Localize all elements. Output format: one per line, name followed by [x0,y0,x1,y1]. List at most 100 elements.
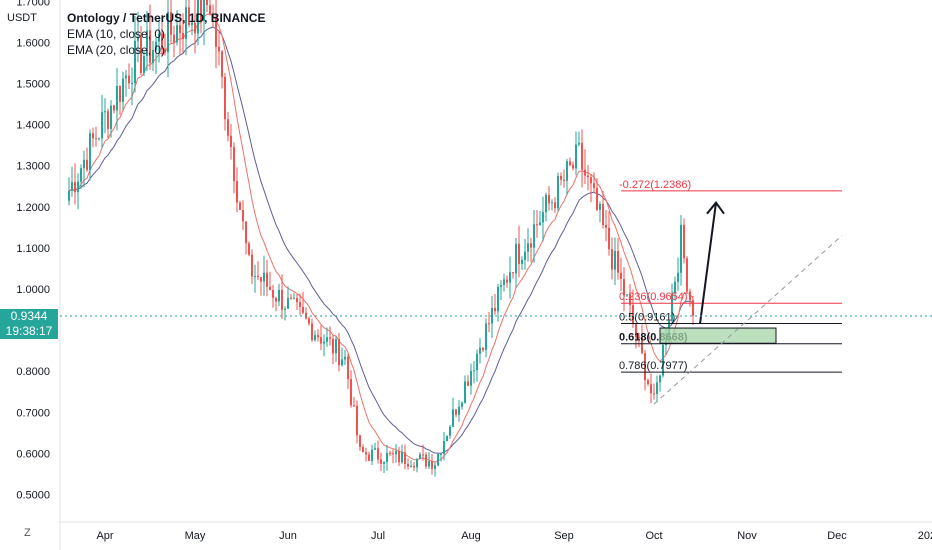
candle-body [257,275,259,278]
candle-body [587,175,589,178]
candle-body [467,381,469,386]
legend-ema-20[interactable]: EMA (20, close, 0) [67,43,166,57]
candle-body [380,459,382,464]
candle-body [167,11,169,53]
candle-body [527,243,529,252]
candle-body [506,279,508,283]
candle-body [272,289,274,298]
candle-body [158,33,160,42]
candle-body [353,405,355,407]
candle-body [503,279,505,286]
candle-body [320,337,322,344]
candle-body [149,30,151,63]
candle-body [242,209,244,222]
candle-body [119,85,121,102]
candle-body [548,194,550,204]
candle-body [227,119,229,136]
candle-body [608,227,610,250]
candle-body [125,75,127,79]
candle-body [641,337,643,354]
candle-body [458,406,460,415]
candle-body [398,451,400,463]
candle-body [638,337,640,339]
x-tick-label: Apr [96,530,113,542]
candle-body [470,370,472,386]
candle-body [602,203,604,225]
candle-body [680,224,682,273]
candle-body [308,318,310,324]
candle-body [221,51,223,77]
scale-button[interactable]: Z [24,527,31,539]
candle-body [551,202,553,204]
candle-body [188,7,190,25]
candle-body [437,454,439,466]
candle-body [593,183,595,188]
candle-body [137,37,139,41]
candle-body [206,0,208,6]
candle-body [575,144,577,169]
candle-body [554,202,556,209]
candle-body [134,40,136,84]
candle-body [212,14,214,17]
candle-body [533,224,535,248]
legend-ema-10[interactable]: EMA (10, close, 0) [67,27,166,41]
candle-body [92,133,94,139]
candle-body [530,243,532,248]
candle-body [131,83,133,85]
candle-body [617,250,619,273]
candle-body [239,202,241,210]
fib-level-label: 0.786(0.7977) [619,360,688,372]
candle-body [287,297,289,309]
candle-body [152,50,154,63]
candle-body [542,212,544,223]
candle-body [365,452,367,455]
candle-body [359,435,361,447]
candle-body [98,138,100,140]
candle-body [89,133,91,171]
candle-body [74,182,76,193]
candle-body [284,308,286,310]
legend-symbol[interactable]: Ontology / TetherUS, 1D, BINANCE [67,11,266,25]
candle-body [179,25,181,34]
candle-body [269,286,271,290]
candle-body [449,426,451,436]
candle-body [347,356,349,380]
candle-body [416,459,418,468]
candle-body [218,46,220,52]
current-price-tag: 0.9344 19:38:17 [0,308,58,339]
candle-body [377,448,379,460]
candle-body [368,454,370,461]
candle-body [260,277,262,282]
candle-body [392,453,394,455]
candle-body [296,298,298,303]
candle-body [500,285,502,287]
candle-body [203,0,205,22]
candle-body [524,251,526,260]
candle-body [281,289,283,310]
y-tick-label: 0.6000 [16,448,50,460]
candle-body [311,323,313,341]
candle-body [293,298,295,300]
y-tick-label: 1.6000 [16,37,50,49]
candle-body [674,281,676,294]
candle-body [383,461,385,464]
ema-20-line [68,26,694,454]
candle-body [614,250,616,270]
candle-body [233,147,235,182]
candle-body [329,337,331,339]
candle-body [662,344,664,376]
candle-body [278,289,280,302]
fib-level-label: -0.272(1.2386) [619,179,691,191]
candle-body [626,294,628,296]
candle-body [224,76,226,120]
x-tick-label: Oct [645,530,662,542]
candle-body [461,402,463,407]
candle-body [473,370,475,372]
candle-body [101,112,103,139]
candle-body [332,338,334,354]
candle-body [536,224,538,226]
candle-body [491,308,493,324]
candle-body [77,181,79,193]
candle-body [236,181,238,203]
